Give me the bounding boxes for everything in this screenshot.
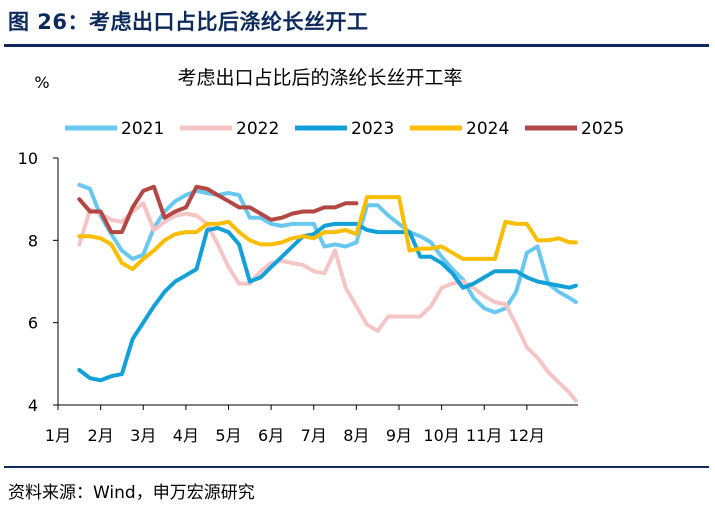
- legend-label: 2022: [236, 119, 279, 139]
- x-tick-label: 10月: [423, 426, 459, 445]
- y-tick-label: 8: [28, 231, 38, 250]
- x-tick-label: 8月: [343, 426, 369, 445]
- x-tick-label: 2月: [88, 426, 114, 445]
- x-tick-label: 4月: [173, 426, 199, 445]
- x-tick-label: 6月: [258, 426, 284, 445]
- legend-label: 2021: [121, 119, 164, 139]
- top-divider: [4, 44, 709, 47]
- bottom-divider: [4, 466, 709, 468]
- series-line-2024: [77, 195, 578, 272]
- series-line-2022: [77, 201, 578, 403]
- line-chart: 考虑出口占比后的涤纶长丝开工率 % 2021 2022 2023 2024 2025 4…: [18, 67, 625, 445]
- chart-legend: 2021 2022 2023 2024 2025: [65, 119, 624, 139]
- legend-label: 2024: [466, 119, 509, 139]
- y-tick-label: 10: [18, 149, 38, 168]
- figure-title: 图 26：考虑出口占比后涤纶长丝开工: [8, 10, 369, 34]
- source-note: 资料来源：Wind，申万宏源研究: [8, 483, 255, 503]
- legend-item-2024: 2024: [410, 119, 509, 139]
- x-tick-label: 1月: [45, 426, 71, 445]
- y-tick-label: 6: [28, 314, 38, 333]
- chart-axes: 4 6 8 10 1月 2月 3月 4月 5月 6月 7月 8月 9月 10月 11月 12月: [18, 149, 578, 445]
- series-line-2023: [77, 221, 578, 383]
- chart-title: 考虑出口占比后的涤纶长丝开工率: [177, 67, 462, 89]
- x-tick-label: 12月: [509, 426, 545, 445]
- x-tick-label: 7月: [301, 426, 327, 445]
- legend-item-2022: 2022: [180, 119, 279, 139]
- x-tick-label: 5月: [215, 426, 241, 445]
- x-tick-label: 11月: [466, 426, 502, 445]
- legend-item-2025: 2025: [525, 119, 624, 139]
- series-line-2025: [77, 184, 359, 235]
- legend-label: 2023: [351, 119, 394, 139]
- x-tick-label: 3月: [130, 426, 156, 445]
- legend-label: 2025: [581, 119, 624, 139]
- y-tick-label: 4: [28, 396, 38, 415]
- legend-item-2021: 2021: [65, 119, 164, 139]
- y-axis-unit: %: [34, 73, 49, 92]
- x-tick-label: 9月: [386, 426, 412, 445]
- plot-area: [77, 182, 578, 403]
- legend-item-2023: 2023: [295, 119, 394, 139]
